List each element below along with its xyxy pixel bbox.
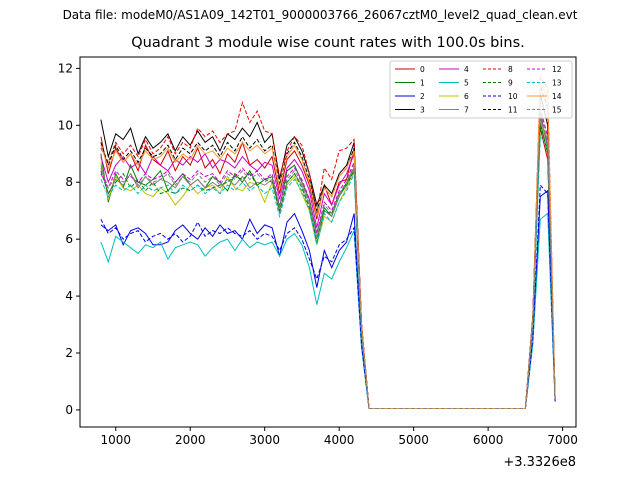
series-line-4 bbox=[100, 113, 556, 409]
legend-label-9: 9 bbox=[508, 79, 513, 88]
legend-label-1: 1 bbox=[420, 79, 425, 88]
legend-label-2: 2 bbox=[420, 92, 425, 101]
y-tick-label: 2 bbox=[65, 346, 73, 360]
y-tick-label: 4 bbox=[65, 289, 73, 303]
series-line-14 bbox=[100, 80, 556, 409]
y-tick-label: 8 bbox=[65, 175, 73, 189]
legend-box bbox=[389, 60, 573, 119]
legend-label-4: 4 bbox=[464, 65, 469, 74]
legend-label-11: 11 bbox=[508, 106, 518, 115]
legend-label-3: 3 bbox=[420, 106, 425, 115]
series-line-11 bbox=[100, 85, 556, 409]
x-offset-label: +3.3326e8 bbox=[503, 455, 576, 470]
series-line-3 bbox=[100, 93, 556, 409]
legend-label-6: 6 bbox=[464, 92, 469, 101]
y-tick-label: 0 bbox=[65, 403, 73, 417]
legend-label-14: 14 bbox=[552, 92, 562, 101]
series-line-8 bbox=[100, 75, 556, 409]
legend-label-13: 13 bbox=[552, 79, 562, 88]
legend-label-15: 15 bbox=[552, 106, 562, 115]
series-line-1 bbox=[100, 122, 556, 409]
series-line-6 bbox=[100, 119, 556, 409]
series-line-9 bbox=[100, 125, 556, 409]
y-tick-label: 12 bbox=[58, 61, 73, 75]
x-tick-label: 2000 bbox=[175, 433, 206, 447]
series-lines bbox=[100, 75, 556, 409]
series-line-2 bbox=[100, 189, 556, 409]
series-line-10 bbox=[100, 183, 556, 409]
series-line-13 bbox=[100, 135, 556, 409]
legend-label-5: 5 bbox=[464, 79, 469, 88]
legend-label-7: 7 bbox=[464, 106, 469, 115]
legend-label-8: 8 bbox=[508, 65, 513, 74]
x-tick-label: 5000 bbox=[398, 433, 429, 447]
series-line-7 bbox=[100, 116, 556, 409]
x-tick-label: 1000 bbox=[100, 433, 131, 447]
plot-frame bbox=[79, 56, 577, 428]
x-tick-label: 3000 bbox=[249, 433, 280, 447]
y-tick-label: 10 bbox=[58, 118, 73, 132]
chart-title: Quadrant 3 module wise count rates with … bbox=[131, 35, 525, 51]
series-line-15 bbox=[100, 110, 556, 409]
legend-label-0: 0 bbox=[420, 65, 425, 74]
x-tick-label: 7000 bbox=[547, 433, 578, 447]
series-line-5 bbox=[100, 212, 556, 409]
figure-suptitle: Data file: modeM0/AS1A09_142T01_90000037… bbox=[62, 8, 578, 22]
y-tick-label: 6 bbox=[65, 232, 73, 246]
x-tick-label: 6000 bbox=[473, 433, 504, 447]
x-tick-label: 4000 bbox=[324, 433, 355, 447]
legend-label-12: 12 bbox=[552, 65, 562, 74]
series-line-0 bbox=[100, 128, 556, 409]
legend-label-10: 10 bbox=[508, 92, 518, 101]
